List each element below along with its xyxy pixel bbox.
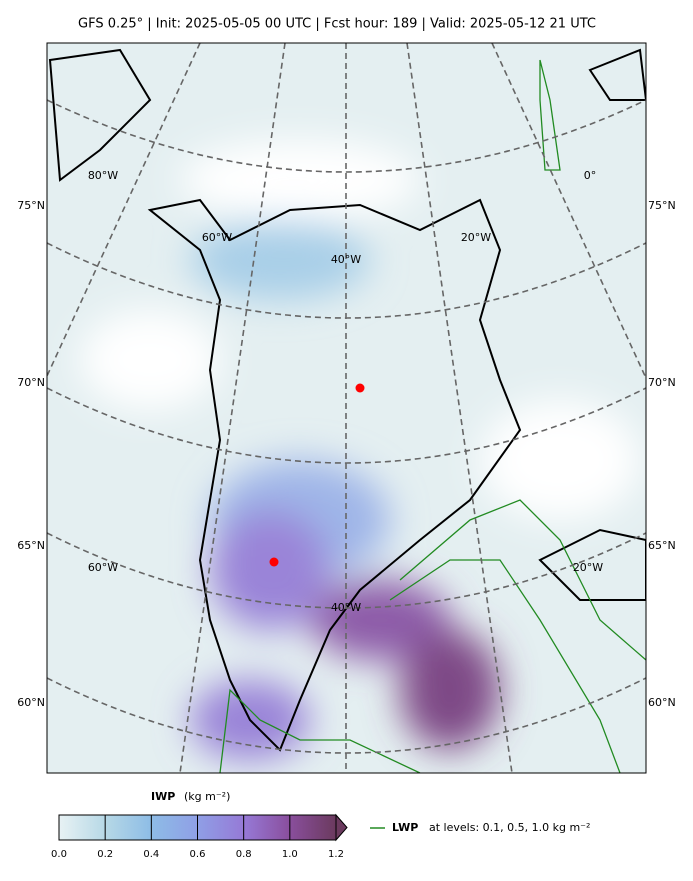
- graticule: [47, 43, 646, 773]
- legend-label: LWP: [392, 821, 418, 834]
- lwp-contours: [219, 59, 646, 773]
- lon-label: 0°: [584, 169, 597, 182]
- lon-label: 40°W: [331, 253, 361, 266]
- lon-label: 40°W: [331, 601, 361, 614]
- colorbar-extend: [335, 813, 348, 842]
- colorbar-tick-label: 0.8: [236, 849, 252, 860]
- map-frame: [46, 42, 647, 774]
- colorbar-unit: (kg m⁻²): [184, 790, 230, 803]
- colorbar-tick-label: 1.0: [282, 849, 298, 860]
- marker: [355, 383, 365, 393]
- lat-label: 70°N: [648, 376, 676, 389]
- lat-label: 75°N: [17, 199, 45, 212]
- colorbar-tick-label: 1.2: [328, 849, 344, 860]
- lat-label: 60°N: [648, 696, 676, 709]
- lat-label: 65°N: [17, 539, 45, 552]
- lon-label: 80°W: [88, 169, 118, 182]
- map-labels: 75°N 70°N 65°N 60°N 75°N 70°N 65°N 60°N 80°W 0° 60…: [17, 169, 675, 709]
- marker: [269, 557, 279, 567]
- lon-label: 60°W: [202, 231, 232, 244]
- lat-label: 65°N: [648, 539, 676, 552]
- colorbar-tick-label: 0.2: [97, 849, 113, 860]
- colorbar-tick-label: 0.6: [190, 849, 206, 860]
- other-coast: [48, 48, 646, 601]
- lat-label: 60°N: [17, 696, 45, 709]
- lon-label: 60°W: [88, 561, 118, 574]
- colorbar-tick-label: 0.0: [51, 849, 67, 860]
- legend-text: at levels: 0.1, 0.5, 1.0 kg m⁻²: [429, 821, 590, 834]
- title: GFS 0.25° | Init: 2025-05-05 00 UTC | Fc…: [78, 17, 596, 32]
- colorbar-ticks: 0.0 0.2 0.4 0.6 0.8 1.0 1.2: [51, 815, 344, 860]
- lat-label: 75°N: [648, 199, 676, 212]
- colorbar-tick-label: 0.4: [143, 849, 159, 860]
- map: [47, 43, 646, 773]
- colorbar-label: IWP: [151, 790, 175, 803]
- lat-label: 70°N: [17, 376, 45, 389]
- lon-label: 20°W: [461, 231, 491, 244]
- lon-label: 20°W: [573, 561, 603, 574]
- greenland-coast: [147, 198, 522, 752]
